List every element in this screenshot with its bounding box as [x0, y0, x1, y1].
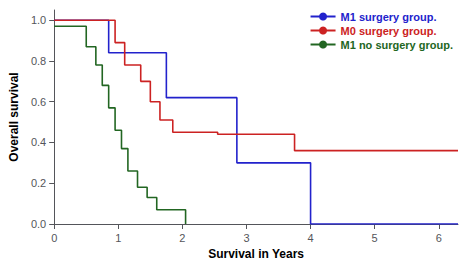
svg-text:Survival in Years: Survival in Years — [208, 247, 304, 261]
svg-text:0.0: 0.0 — [31, 218, 46, 230]
svg-text:0: 0 — [51, 232, 57, 244]
svg-text:1.0: 1.0 — [31, 14, 46, 26]
svg-text:6: 6 — [436, 232, 442, 244]
svg-text:M1 no surgery group.: M1 no surgery group. — [341, 39, 453, 51]
svg-text:2: 2 — [179, 232, 185, 244]
svg-text:Overall survival: Overall survival — [7, 72, 21, 161]
svg-text:5: 5 — [372, 232, 378, 244]
svg-text:3: 3 — [243, 232, 249, 244]
svg-text:0.6: 0.6 — [31, 96, 46, 108]
svg-text:4: 4 — [308, 232, 314, 244]
svg-text:1: 1 — [115, 232, 121, 244]
svg-text:0.4: 0.4 — [31, 136, 46, 148]
svg-text:M0 surgery group.: M0 surgery group. — [341, 25, 437, 37]
svg-text:0.2: 0.2 — [31, 177, 46, 189]
svg-text:0.8: 0.8 — [31, 55, 46, 67]
svg-text:M1 surgery group.: M1 surgery group. — [341, 11, 437, 23]
